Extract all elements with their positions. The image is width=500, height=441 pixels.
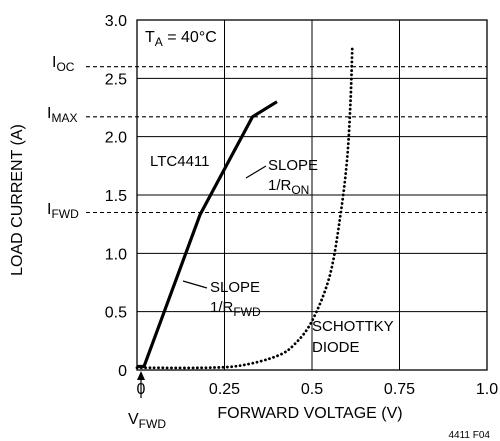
series-label-ltc4411: LTC4411: [150, 153, 209, 170]
grid-lines: [137, 20, 487, 370]
figure-id: 4411 F04: [448, 430, 490, 441]
plot-frame: [136, 19, 488, 371]
x-tick-label: 1.0: [476, 381, 498, 398]
x-tick-label: 0.75: [384, 381, 415, 398]
y-tick-label: 2.5: [105, 71, 127, 88]
marker-label-vfwd: VFWD: [128, 411, 166, 431]
y-tick-label: 1.5: [105, 188, 127, 205]
x-tick-label: 0.5: [301, 381, 323, 398]
series-label-schottky-line2: DIODE: [312, 339, 360, 356]
y-axis-label: LOAD CURRENT (A): [9, 124, 26, 276]
marker-lines: [86, 66, 487, 214]
y-tick-label: 2.0: [105, 130, 127, 147]
annotation-leader-on: [245, 165, 267, 179]
annotation-leader-fwd: [182, 280, 208, 289]
marker-label-imax: IMAX: [47, 105, 77, 125]
x-axis-label: FORWARD VOLTAGE (V): [217, 405, 402, 422]
x-tick-labels: 00.250.50.751.0: [137, 381, 499, 398]
annotation-slope-on-line2: 1/RON: [268, 177, 309, 197]
series-label-schottky-line1: SCHOTTKY: [312, 318, 394, 335]
x-tick-label: 0.25: [209, 381, 240, 398]
annotation-slope-fwd-line1: SLOPE: [210, 279, 260, 296]
marker-label-ioc: IOC: [52, 54, 75, 74]
series-schottky-line: [135, 45, 354, 370]
series-ltc4411-line: [137, 100, 278, 369]
condition-label: TA = 40°C: [145, 29, 217, 49]
y-tick-label: 3.0: [105, 13, 127, 30]
annotation-slope-on-line1: SLOPE: [268, 157, 318, 174]
y-tick-labels: 0 0.5 1.0 1.5 2.0 2.5 3.0: [105, 13, 127, 380]
annotation-slope-fwd-line2: 1/RFWD: [210, 299, 261, 319]
vfwd-arrow-head: [137, 371, 145, 380]
marker-label-ifwd: IFWD: [47, 201, 79, 221]
y-tick-label: 0.5: [105, 305, 127, 322]
y-tick-label: 1.0: [105, 246, 127, 263]
y-tick-label: 0: [118, 363, 127, 380]
